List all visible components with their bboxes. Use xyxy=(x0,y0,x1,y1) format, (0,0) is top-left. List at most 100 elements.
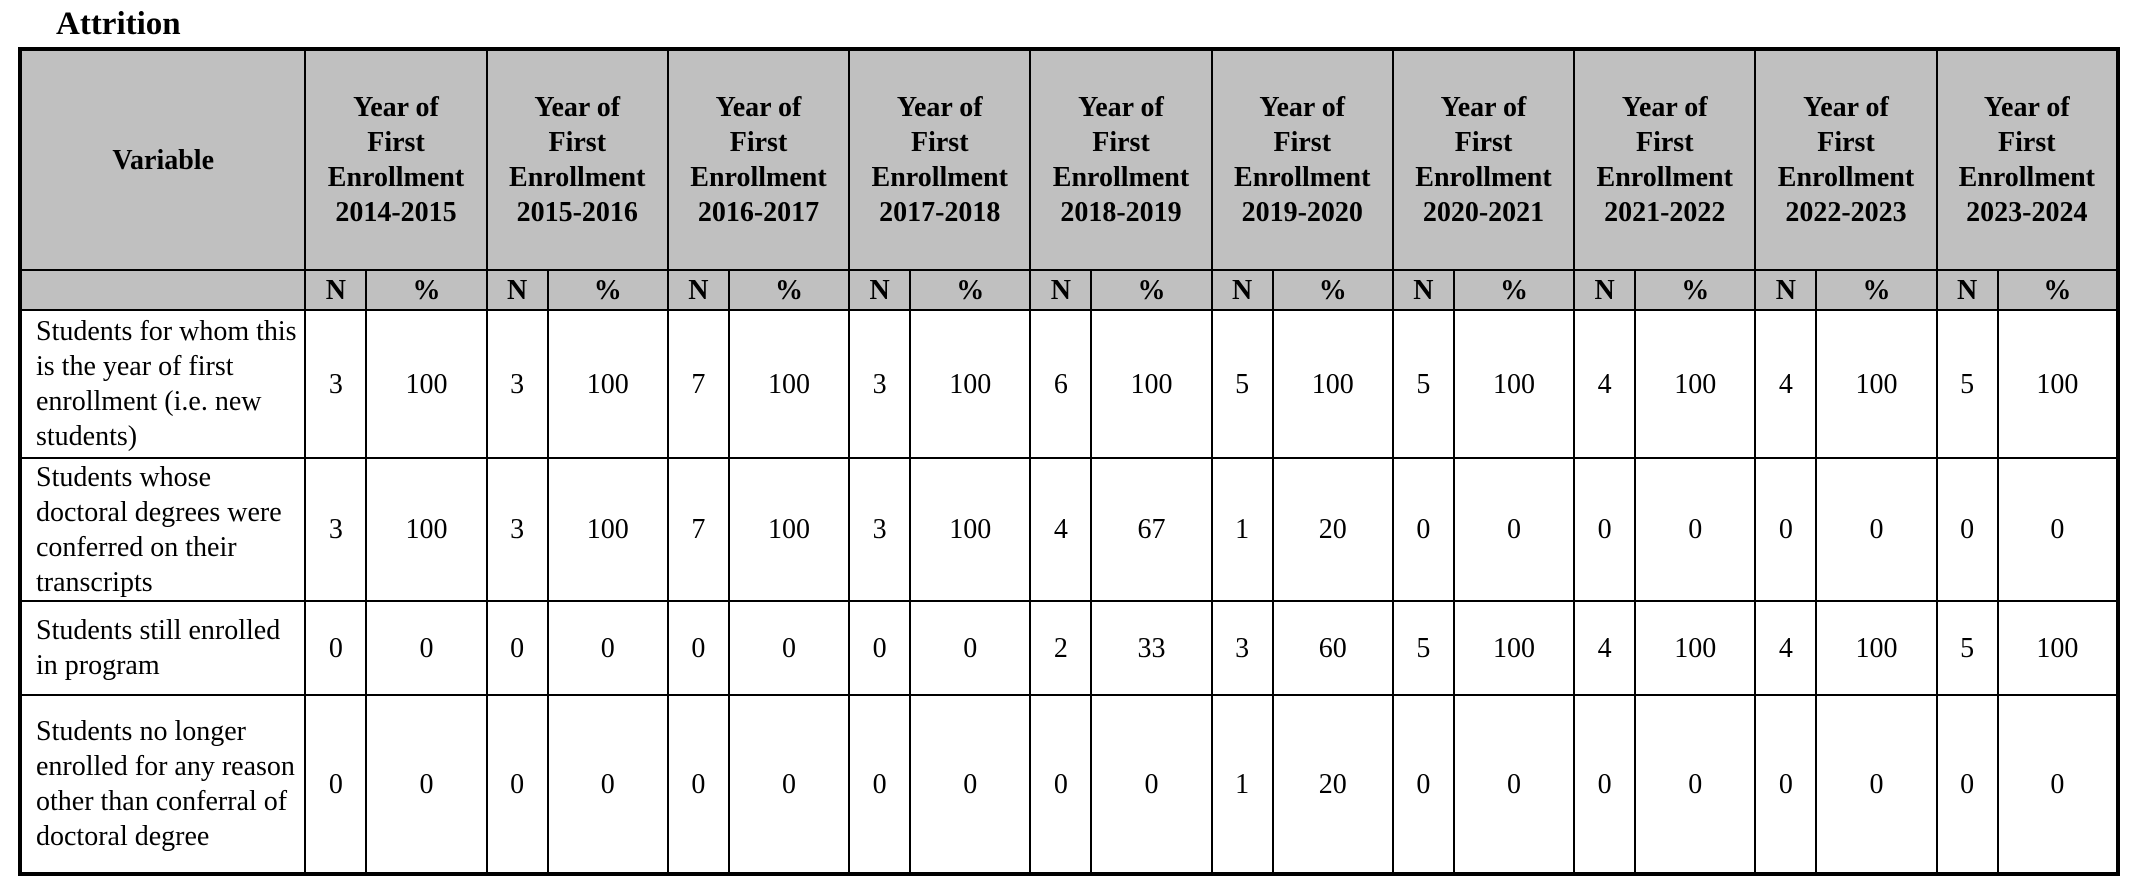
table-cell: 0 xyxy=(546,694,669,875)
year-header-line1: Year of xyxy=(1259,92,1346,123)
year-header-line2: First xyxy=(1454,127,1513,158)
table-cell: 0 xyxy=(304,694,368,875)
year-header-2021-2022: Year of First Enrollment 2021-2022 xyxy=(1573,48,1757,271)
page-title: Attrition xyxy=(56,6,181,42)
percent-header: % xyxy=(546,269,669,311)
table-cell: 5 xyxy=(1391,309,1455,459)
year-header-line1: Year of xyxy=(534,92,621,123)
table-cell: 0 xyxy=(365,600,488,696)
year-header-2019-2020: Year of First Enrollment 2019-2020 xyxy=(1210,48,1394,271)
table-cell: 0 xyxy=(1391,694,1455,875)
year-header-range: 2022-2023 xyxy=(1785,197,1907,228)
year-header-line1: Year of xyxy=(1983,92,2070,123)
n-header: N xyxy=(1573,269,1637,311)
table-cell: 0 xyxy=(666,600,730,696)
year-header-range: 2019-2020 xyxy=(1241,197,1363,228)
year-header-line3: Enrollment xyxy=(509,162,646,193)
table-cell: 0 xyxy=(1573,457,1637,602)
table-cell: 0 xyxy=(727,600,851,696)
year-header-line3: Enrollment xyxy=(1052,162,1190,193)
table-cell: 0 xyxy=(485,694,549,875)
table-cell: 3 xyxy=(848,457,912,602)
attrition-table: Variable Year of First Enrollment 2014-2… xyxy=(18,47,2120,876)
percent-header: % xyxy=(1634,269,1757,311)
year-header-line2: First xyxy=(1273,127,1332,158)
table-row: Students whose doctoral degrees were con… xyxy=(18,457,2120,602)
table-cell: 0 xyxy=(1090,694,1213,875)
n-header: N xyxy=(485,269,549,311)
year-header-line2: First xyxy=(1635,127,1694,158)
table-cell: 3 xyxy=(848,309,912,459)
table-row: Students still enrolled in program 0 0 0… xyxy=(18,600,2120,696)
variable-subheader-blank xyxy=(18,269,307,311)
table-cell: 6 xyxy=(1029,309,1093,459)
table-cell: 5 xyxy=(1935,600,1999,696)
table-cell: 0 xyxy=(848,600,912,696)
table-cell: 0 xyxy=(1935,694,1999,875)
year-header-line1: Year of xyxy=(1621,92,1708,123)
percent-header: % xyxy=(1271,269,1394,311)
table-cell: 100 xyxy=(1815,309,1938,459)
table-cell: 0 xyxy=(304,600,368,696)
percent-header: % xyxy=(1090,269,1213,311)
table-cell: 100 xyxy=(1634,309,1757,459)
year-header-line2: First xyxy=(729,127,788,158)
table-cell: 0 xyxy=(1029,694,1093,875)
table-cell: 100 xyxy=(1452,600,1576,696)
table-cell: 0 xyxy=(909,600,1032,696)
percent-header: % xyxy=(1452,269,1576,311)
n-header: N xyxy=(1754,269,1818,311)
year-header-range: 2014-2015 xyxy=(335,197,457,228)
table-cell: 4 xyxy=(1573,600,1637,696)
table-cell: 100 xyxy=(727,457,851,602)
year-header-line3: Enrollment xyxy=(1234,162,1371,193)
table-cell: 100 xyxy=(365,457,488,602)
year-header-range: 2020-2021 xyxy=(1422,197,1545,228)
year-header-line1: Year of xyxy=(1803,92,1889,123)
table-cell: 0 xyxy=(666,694,730,875)
row-label: Students no longer enrolled for any reas… xyxy=(18,694,307,875)
table-cell: 0 xyxy=(1996,694,2120,875)
table-cell: 4 xyxy=(1754,600,1818,696)
year-header-2022-2023: Year of First Enrollment 2022-2023 xyxy=(1754,48,1938,271)
percent-header: % xyxy=(727,269,851,311)
percent-header: % xyxy=(909,269,1032,311)
year-header-line2: First xyxy=(367,127,425,158)
year-header-range: 2021-2022 xyxy=(1604,197,1726,228)
year-header-line1: Year of xyxy=(353,92,439,123)
n-header: N xyxy=(666,269,730,311)
table-cell: 100 xyxy=(1996,309,2120,459)
year-header-line1: Year of xyxy=(715,92,802,123)
table-cell: 33 xyxy=(1090,600,1213,696)
table-cell: 0 xyxy=(1452,694,1576,875)
year-header-line3: Enrollment xyxy=(1415,162,1552,193)
n-header: N xyxy=(848,269,912,311)
table-cell: 5 xyxy=(1391,600,1455,696)
table-cell: 100 xyxy=(1634,600,1757,696)
table-cell: 1 xyxy=(1210,694,1274,875)
year-header-2020-2021: Year of First Enrollment 2020-2021 xyxy=(1391,48,1576,271)
table-cell: 7 xyxy=(666,457,730,602)
table-cell: 7 xyxy=(666,309,730,459)
year-header-line2: First xyxy=(910,127,969,158)
year-header-2014-2015: Year of First Enrollment 2014-2015 xyxy=(304,48,488,271)
table-cell: 60 xyxy=(1271,600,1394,696)
table-cell: 3 xyxy=(304,457,368,602)
n-header: N xyxy=(1029,269,1093,311)
year-header-line3: Enrollment xyxy=(871,162,1008,193)
table-cell: 100 xyxy=(1271,309,1394,459)
table-cell: 0 xyxy=(1452,457,1576,602)
table-cell: 100 xyxy=(1452,309,1576,459)
year-header-2023-2024: Year of First Enrollment 2023-2024 xyxy=(1935,48,2120,271)
table-row: Students no longer enrolled for any reas… xyxy=(18,694,2120,875)
year-header-range: 2018-2019 xyxy=(1060,197,1182,228)
table-cell: 100 xyxy=(1815,600,1938,696)
table-cell: 67 xyxy=(1090,457,1213,602)
table-cell: 100 xyxy=(909,457,1032,602)
year-header-line3: Enrollment xyxy=(1958,162,2095,193)
year-header-line1: Year of xyxy=(1440,92,1527,123)
table-cell: 100 xyxy=(727,309,851,459)
year-header-line2: First xyxy=(548,127,607,158)
table-cell: 0 xyxy=(1754,457,1818,602)
year-header-range: 2023-2024 xyxy=(1966,197,2088,228)
